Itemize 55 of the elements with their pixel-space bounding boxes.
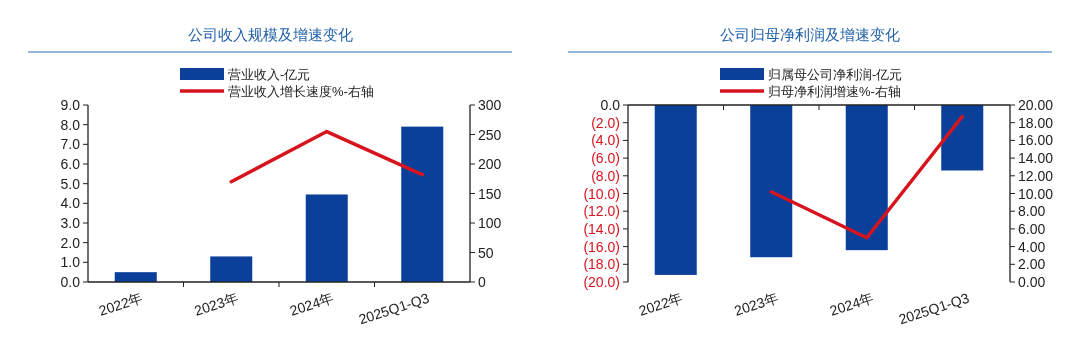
legend-label: 营业收入增长速度%-右轴 xyxy=(228,84,374,99)
y-tick-label: 6.0 xyxy=(60,156,81,172)
y2-tick-label: 8.00 xyxy=(1018,203,1046,220)
x-tick-label: 2022年 xyxy=(636,289,685,319)
y-tick-label: 9.0 xyxy=(60,97,81,113)
y2-tick-label: 0 xyxy=(478,274,486,290)
y2-tick-label: 16.00 xyxy=(1018,132,1054,149)
bar xyxy=(114,272,157,282)
y-tick-label: (10.0) xyxy=(583,185,620,202)
y-tick-label: 0.0 xyxy=(600,97,621,113)
y2-tick-label: 12.00 xyxy=(1018,167,1054,184)
y-tick-label: (8.0) xyxy=(591,167,620,184)
y-tick-label: (20.0) xyxy=(583,274,620,290)
y-tick-label: 3.0 xyxy=(60,215,81,231)
y2-tick-label: 2.00 xyxy=(1018,256,1046,273)
y-tick-label: (4.0) xyxy=(591,132,620,149)
y-tick-label: 1.0 xyxy=(60,254,81,271)
y-tick-label: 2.0 xyxy=(60,234,81,251)
legend-label: 归母净利润增速%-右轴 xyxy=(768,84,901,99)
y-tick-label: 7.0 xyxy=(60,136,81,153)
x-tick-label: 2024年 xyxy=(827,289,876,319)
legend-label: 归属母公司净利润-亿元 xyxy=(768,67,903,82)
y-tick-label: 8.0 xyxy=(60,116,81,133)
y2-tick-label: 300 xyxy=(478,97,502,113)
y-tick-label: (6.0) xyxy=(591,150,620,167)
y2-tick-label: 14.00 xyxy=(1018,150,1054,167)
bar xyxy=(210,256,253,282)
x-tick-label: 2022年 xyxy=(96,289,145,319)
y2-tick-label: 250 xyxy=(478,126,502,143)
x-tick-label: 2023年 xyxy=(732,289,781,319)
legend-label: 营业收入-亿元 xyxy=(228,67,311,82)
y2-tick-label: 100 xyxy=(478,215,502,231)
y-tick-label: (18.0) xyxy=(583,256,620,273)
chart-title: 公司收入规模及增速变化 xyxy=(187,26,353,43)
y-tick-label: 5.0 xyxy=(60,175,81,192)
bar xyxy=(401,126,444,282)
y2-tick-label: 200 xyxy=(478,156,502,172)
y2-tick-label: 150 xyxy=(478,185,502,202)
y2-tick-label: 10.00 xyxy=(1018,185,1054,202)
y-tick-label: 0.0 xyxy=(60,274,81,290)
y2-tick-label: 0.00 xyxy=(1018,274,1046,290)
x-tick-label: 2024年 xyxy=(287,289,336,319)
chart-title: 公司归母净利润及增速变化 xyxy=(720,26,900,43)
y2-tick-label: 4.00 xyxy=(1018,238,1046,255)
y-tick-label: (14.0) xyxy=(583,220,620,237)
x-tick-label: 2023年 xyxy=(192,289,241,319)
y-tick-label: (2.0) xyxy=(591,114,620,131)
y-tick-label: 4.0 xyxy=(60,195,81,212)
y2-tick-label: 20.00 xyxy=(1018,97,1054,113)
y2-tick-label: 18.00 xyxy=(1018,114,1054,131)
y-tick-label: (12.0) xyxy=(583,203,620,220)
y2-tick-label: 6.00 xyxy=(1018,220,1046,237)
y-tick-label: (16.0) xyxy=(583,238,620,255)
bar xyxy=(305,194,348,282)
y2-tick-label: 50 xyxy=(478,244,494,261)
